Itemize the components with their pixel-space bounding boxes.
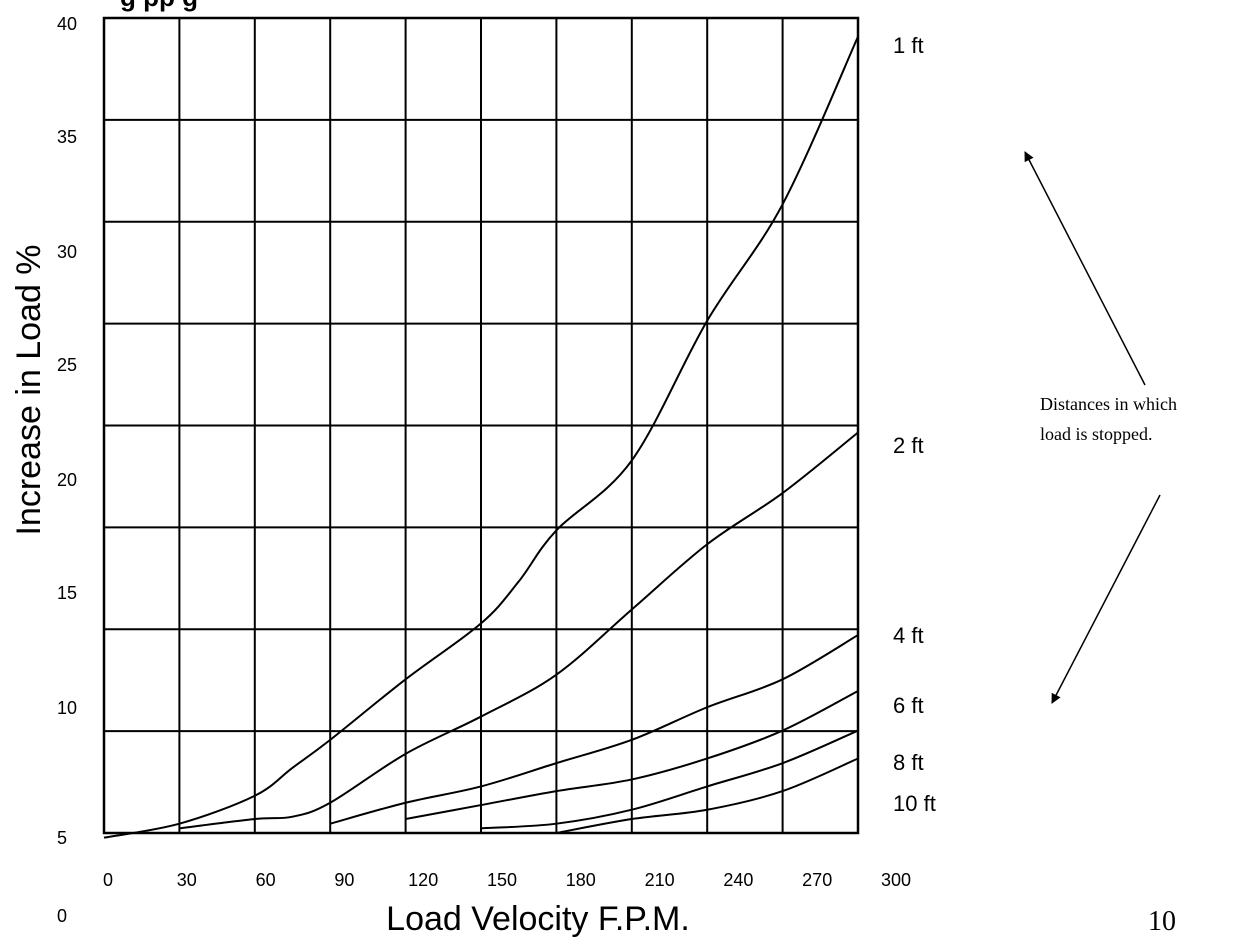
series-label-1-ft: 1 ft [893, 33, 924, 58]
series-label-6-ft: 6 ft [893, 693, 924, 718]
series-label-4-ft: 4 ft [893, 623, 924, 648]
y-tick-label: 10 [57, 698, 77, 718]
x-tick-label: 150 [487, 870, 517, 890]
y-tick-label: 35 [57, 127, 77, 147]
series-label-10-ft: 10 ft [893, 791, 936, 816]
series-line-2-ft [179, 431, 859, 830]
x-tick-label: 60 [256, 870, 276, 890]
x-tick-label: 90 [334, 870, 354, 890]
series-line-1-ft [103, 36, 859, 839]
y-tick-label: 25 [57, 355, 77, 375]
y-tick-labels: 40 35 30 25 20 15 10 5 0 [57, 14, 77, 926]
series-line-10-ft [556, 757, 859, 834]
x-tick-label: 120 [408, 870, 438, 890]
series-label-8-ft: 8 ft [893, 750, 924, 775]
chart-grid [104, 18, 858, 833]
y-tick-label: 5 [57, 828, 67, 848]
plot-frame [102, 16, 860, 835]
y-tick-label: 40 [57, 14, 77, 34]
y-tick-label: 0 [57, 906, 67, 926]
page-number: 10 [1148, 906, 1176, 937]
annotation-line-1: Distances in which [1040, 394, 1177, 414]
chart-title-fragment: g pp g [120, 0, 198, 12]
x-tick-label: 30 [177, 870, 197, 890]
y-tick-label: 30 [57, 242, 77, 262]
y-tick-label: 15 [57, 583, 77, 603]
series-labels: 1 ft 2 ft 4 ft 6 ft 8 ft 10 ft [893, 33, 936, 816]
x-tick-label: 270 [802, 870, 832, 890]
x-tick-labels: 0 30 60 90 120 150 180 210 240 270 300 [103, 870, 911, 890]
y-tick-label: 20 [57, 470, 77, 490]
series-curves [103, 36, 859, 839]
series-line-6-ft [405, 690, 859, 821]
x-tick-label: 240 [723, 870, 753, 890]
arrow-up-icon [1024, 151, 1146, 386]
series-label-2-ft: 2 ft [893, 433, 924, 458]
arrow-down-icon [1051, 494, 1161, 704]
annotation-line-2: load is stopped. [1040, 424, 1153, 444]
x-tick-label: 0 [103, 870, 113, 890]
x-tick-label: 210 [645, 870, 675, 890]
y-axis-label: Increase in Load % [10, 244, 48, 535]
series-line-8-ft [480, 729, 859, 830]
x-axis-label: Load Velocity F.P.M. [386, 900, 690, 938]
x-tick-label: 300 [881, 870, 911, 890]
x-tick-label: 180 [566, 870, 596, 890]
series-line-4-ft [329, 634, 859, 825]
